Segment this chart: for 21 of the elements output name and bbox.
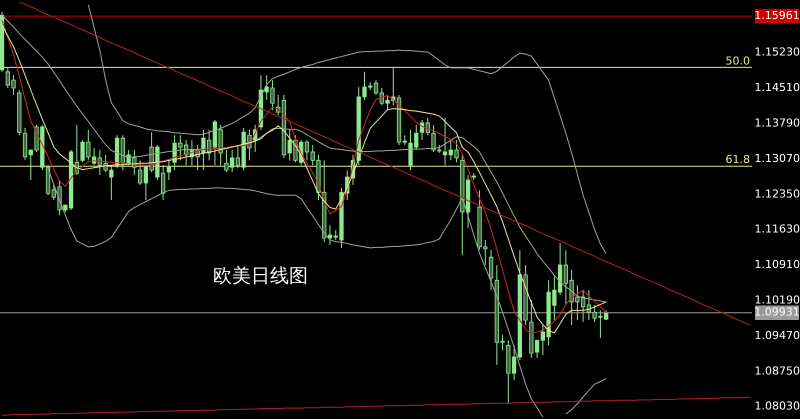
y-tick-label: 1.13790 <box>754 116 800 130</box>
y-tick-label: 1.10190 <box>754 293 800 306</box>
annotation: 50.0 <box>726 54 750 68</box>
y-tick-label: 1.12350 <box>754 187 800 200</box>
line-series <box>18 1 750 326</box>
y-tick-label: 1.11630 <box>754 222 800 236</box>
annotation: 61.8 <box>726 153 750 166</box>
y-tick-label: 1.08750 <box>754 364 800 378</box>
candlestick <box>488 249 494 291</box>
candlestick <box>166 160 172 180</box>
ref-line-label: 1.15961 <box>754 9 800 22</box>
y-tick-label: 1.15230 <box>754 46 800 59</box>
y-tick-label: 1.09470 <box>754 328 800 342</box>
line-series <box>88 4 607 254</box>
annotation: 欧美日线图 <box>213 265 308 287</box>
y-tick-label: 1.10910 <box>754 258 800 272</box>
line-series <box>2 396 750 416</box>
y-tick-label: 1.13070 <box>754 152 800 165</box>
ref-line-label: 1.09931 <box>754 306 800 319</box>
y-tick-label: 1.08030 <box>754 400 800 413</box>
y-tick-label: 1.14510 <box>754 81 800 94</box>
